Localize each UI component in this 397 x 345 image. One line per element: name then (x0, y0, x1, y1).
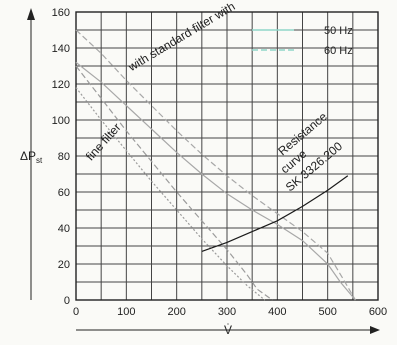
legend: 50 Hz 60 Hz (252, 25, 353, 57)
y-tick-label: 60 (58, 187, 70, 199)
series-line-0 (75, 61, 356, 301)
annotation-label: with standard filter with (125, 0, 238, 74)
y-axis-label-sub: st (36, 156, 43, 165)
y-tick-label: 80 (58, 151, 70, 163)
series-line-2 (75, 87, 266, 301)
series-line-1 (75, 29, 356, 301)
y-tick-label: 140 (52, 43, 70, 55)
x-tick-label: 100 (117, 306, 135, 318)
x-axis-label: V̇ (224, 323, 232, 337)
x-axis-arrowhead (370, 326, 380, 334)
y-tick-label: 100 (52, 115, 70, 127)
plot-frame (75, 11, 379, 301)
x-tick-label: 600 (369, 306, 387, 318)
annotation-label: fine filter (83, 120, 124, 163)
legend-label: 60 Hz (324, 45, 353, 57)
axes: ΔPst V̇ (20, 8, 380, 337)
x-tick-label: 200 (167, 306, 185, 318)
plot-border (75, 11, 379, 301)
x-tick-label: 300 (218, 306, 236, 318)
series-line-4 (201, 175, 349, 252)
x-tick-label: 0 (73, 306, 79, 318)
y-tick-label: 20 (58, 259, 70, 271)
y-tick-label: 0 (64, 295, 70, 307)
tick-labels: 0 20 40 60 80 100 120 140 160 0 100 200 300 400 500 600 (52, 7, 388, 318)
x-tick-label: 500 (318, 306, 336, 318)
y-axis-arrowhead (27, 8, 35, 20)
y-tick-label: 40 (58, 223, 70, 235)
legend-label: 50 Hz (324, 25, 353, 37)
x-tick-label: 400 (268, 306, 286, 318)
y-tick-label: 160 (52, 7, 70, 19)
y-axis-label: ΔPst (20, 149, 43, 165)
y-tick-label: 120 (52, 79, 70, 91)
curves (75, 29, 356, 301)
series-line-3 (75, 65, 273, 301)
